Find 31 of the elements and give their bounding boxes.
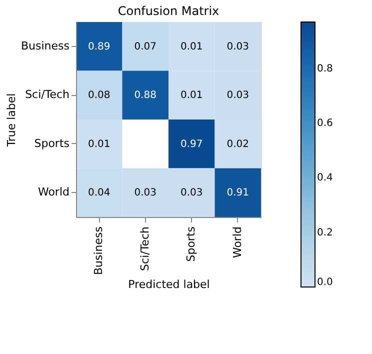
color-bar-label: 0.0 <box>317 277 333 288</box>
data-label: 0.97 <box>180 138 203 150</box>
y-tick-label: Sci/Tech <box>25 88 70 102</box>
color-bar-label: 0.2 <box>317 227 333 238</box>
data-label: 0.08 <box>88 90 110 102</box>
x-tick-label: World <box>230 226 244 258</box>
data-label: 0.01 <box>180 90 203 102</box>
data-label: 0.88 <box>134 90 157 102</box>
y-tick-label: Sports <box>34 136 70 150</box>
data-label: 0.02 <box>226 138 250 150</box>
x-tick-label: Sports <box>184 226 198 262</box>
y-tick-label: World <box>38 186 70 199</box>
y-axis-title: True label <box>4 93 18 148</box>
data-label: 0.03 <box>180 188 203 199</box>
data-label: 0.07 <box>134 41 157 52</box>
color-bar-label: 0.6 <box>317 118 333 130</box>
data-label: 0.91 <box>226 188 250 199</box>
data-label: 0.01 <box>180 41 203 52</box>
data-label: 0.03 <box>226 41 250 52</box>
data-label: 0.01 <box>88 138 110 150</box>
data-label: 0.03 <box>134 188 157 199</box>
data-label: 0.03 <box>226 90 250 102</box>
y-tick-label: Business <box>20 39 70 52</box>
color-bar-label: 0.4 <box>317 172 333 184</box>
x-tick-label: Business <box>92 226 106 276</box>
chart-title: Confusion Matrix <box>118 4 220 18</box>
data-label: 0.04 <box>88 188 110 199</box>
color-bar-label: 0.8 <box>317 63 333 74</box>
data-label: 0.89 <box>88 41 110 52</box>
x-tick-label: Sci/Tech <box>138 226 152 271</box>
x-axis-title: Predicted label <box>128 278 210 292</box>
